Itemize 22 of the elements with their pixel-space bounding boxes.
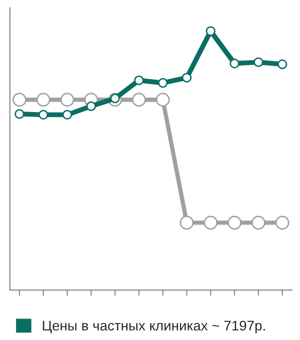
point — [134, 75, 144, 86]
point — [60, 92, 74, 107]
point — [206, 26, 216, 36]
point — [12, 92, 26, 107]
point — [86, 101, 96, 112]
point — [275, 216, 290, 230]
legend-label: Цены в частных клиниках ~ 7197р. — [42, 320, 265, 334]
point — [38, 110, 48, 120]
point — [277, 59, 288, 70]
point — [228, 216, 242, 230]
point — [204, 216, 218, 230]
point — [180, 216, 194, 230]
point — [36, 92, 50, 107]
point — [252, 216, 266, 230]
point — [14, 109, 24, 119]
point — [254, 57, 264, 68]
point — [156, 92, 170, 107]
point — [158, 78, 168, 88]
point — [182, 72, 192, 83]
point — [132, 92, 146, 107]
point — [62, 110, 72, 120]
point — [230, 58, 240, 68]
